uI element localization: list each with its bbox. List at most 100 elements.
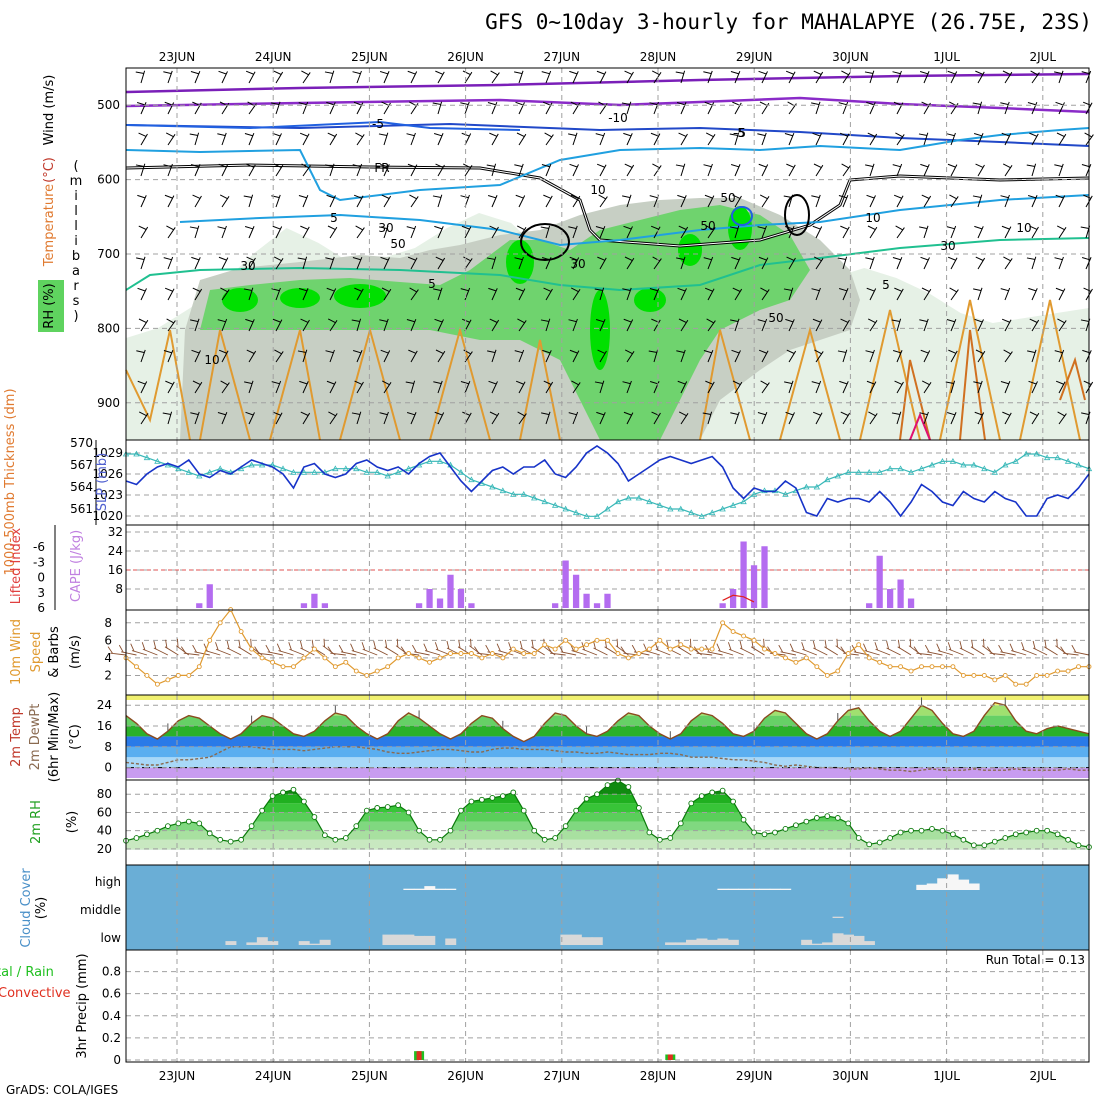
- wind-barb: [1028, 380, 1038, 394]
- rh-point: [196, 820, 203, 827]
- rh-point: [520, 807, 527, 814]
- wind-barb: [423, 643, 441, 656]
- wind-barb: [381, 194, 392, 208]
- wind-barb: [297, 256, 308, 270]
- rh-point: [939, 827, 946, 834]
- thickness-point: [510, 491, 517, 497]
- rh-point: [1033, 827, 1040, 834]
- wind-barb: [863, 643, 880, 656]
- wind-barb: [731, 256, 741, 270]
- wind-barb: [190, 318, 200, 332]
- wind-barb: [840, 411, 851, 425]
- wind-barb: [812, 318, 823, 332]
- wind-barb: [841, 163, 851, 177]
- wind-barb: [649, 287, 660, 301]
- wind-barb: [351, 411, 362, 425]
- wind-barb: [865, 256, 875, 270]
- rh-point: [458, 807, 464, 814]
- rh-point: [322, 832, 328, 839]
- cloud-bar: [706, 939, 718, 945]
- wind-barb: [162, 411, 173, 425]
- cape-bar: [897, 579, 904, 608]
- wind-barb: [785, 411, 795, 425]
- wind-barb: [886, 640, 901, 656]
- wind-barb: [1056, 225, 1067, 239]
- wind-point: [887, 664, 893, 670]
- wind-barb: [1027, 101, 1038, 115]
- wind-barb: [837, 256, 848, 270]
- wind-barb: [1055, 380, 1066, 394]
- wind-barb: [434, 225, 444, 239]
- cloud-bar: [267, 941, 279, 945]
- wind-barb: [705, 380, 715, 394]
- wind-barb: [757, 225, 767, 239]
- rh-band: [126, 794, 1089, 804]
- wind-point: [489, 651, 495, 656]
- rh-point: [541, 836, 548, 843]
- wind-barb: [412, 644, 430, 656]
- wind-barb: [837, 349, 848, 363]
- wind-barb: [408, 349, 418, 363]
- wind-barb: [298, 287, 309, 301]
- thickness-point: [740, 498, 747, 505]
- wind-barb: [338, 644, 357, 656]
- date-label: 28JUN: [640, 1069, 677, 1083]
- wind-barb: [959, 640, 975, 656]
- wind-barb: [693, 646, 713, 656]
- wind-barb: [1001, 225, 1012, 239]
- wind-barb: [1084, 132, 1094, 146]
- precip-tick: 0.6: [102, 987, 121, 1001]
- cloud-bar: [445, 938, 457, 945]
- wind-point: [992, 677, 998, 683]
- wind-barb: [676, 101, 687, 115]
- rh-point: [384, 804, 391, 810]
- rh-point: [416, 827, 422, 834]
- rh-point: [1044, 827, 1050, 834]
- wind-barb: [218, 163, 229, 177]
- wind-point: [343, 659, 349, 665]
- wind-barb: [678, 318, 689, 332]
- wind-tick: 8: [104, 616, 112, 630]
- wind-point: [751, 637, 757, 643]
- wind-barb: [220, 287, 230, 301]
- wind-label: (m/s): [68, 635, 83, 669]
- temp-tick: 0: [104, 761, 112, 775]
- wind-barb: [327, 132, 338, 146]
- wind-barb: [981, 638, 996, 656]
- wind-barb: [272, 318, 283, 332]
- wind-barb: [913, 646, 933, 656]
- panel-wind10m: 8 6 4 2 10m Wind Speed & Barbs (m/s): [9, 607, 1092, 696]
- wind-barb: [1000, 194, 1010, 208]
- frz-closed-contour: [520, 223, 570, 261]
- cape-bar: [457, 589, 465, 608]
- date-label: 23JUN: [159, 1069, 196, 1083]
- thickness-point: [667, 505, 674, 512]
- isotherm-label: -5: [372, 117, 384, 131]
- rh-point: [855, 835, 862, 841]
- label-millibars-char: r: [73, 279, 79, 294]
- wind-barb: [1054, 349, 1065, 363]
- wind-barb: [460, 380, 471, 394]
- wind-barb: [624, 349, 635, 363]
- cloud-tier-label: middle: [80, 903, 121, 917]
- rh-point: [248, 823, 255, 829]
- date-label: 30JUN: [832, 1069, 869, 1083]
- date-label: 25JUN: [351, 50, 388, 64]
- thickness-point: [457, 469, 465, 475]
- wind-barb: [648, 349, 659, 363]
- rh-contour-label: 10: [865, 211, 880, 225]
- wind-barb: [165, 132, 176, 146]
- wind-barb: [496, 643, 514, 656]
- wind-barb: [433, 132, 444, 146]
- rh-point: [206, 830, 213, 837]
- wind-barb: [244, 380, 254, 394]
- wind-barb: [138, 132, 148, 146]
- rh-band: [126, 812, 1089, 822]
- wind-barb: [1026, 256, 1037, 270]
- wind-barb: [215, 642, 231, 656]
- rh-label-unit: (%): [65, 811, 80, 834]
- wind-barb: [463, 256, 473, 270]
- wind-barb: [192, 194, 202, 208]
- wind-barb: [703, 256, 714, 270]
- cloud-bar: [591, 937, 603, 945]
